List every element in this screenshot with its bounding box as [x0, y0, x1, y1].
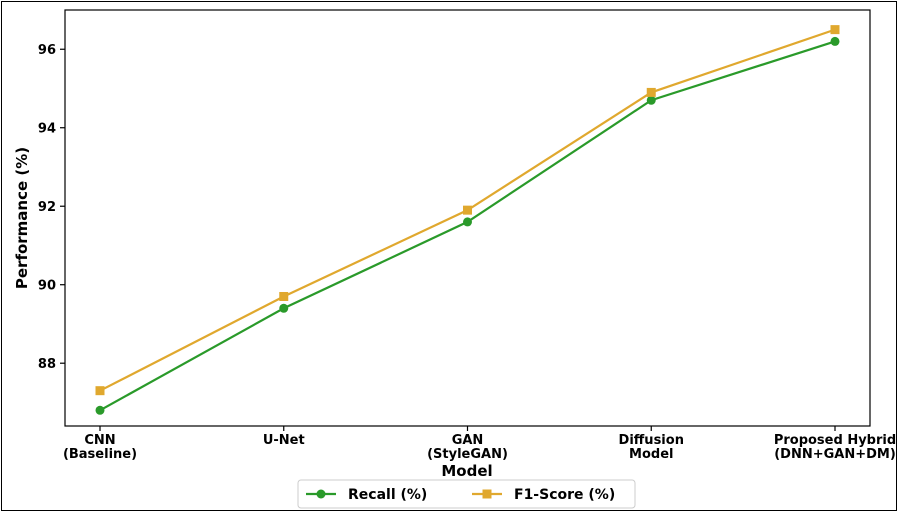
y-tick-label: 92: [38, 200, 56, 215]
y-axis-title: Performance (%): [13, 147, 31, 289]
y-tick-label: 88: [38, 357, 56, 372]
y-tick-label: 90: [38, 279, 56, 294]
x-tick-label: Model: [629, 447, 673, 462]
data-point: [830, 25, 840, 35]
legend-marker: [482, 489, 492, 499]
x-axis-title: Model: [441, 462, 492, 480]
x-tick-label: CNN: [84, 433, 115, 448]
data-point: [279, 291, 289, 301]
x-tick-label: Diffusion: [619, 433, 684, 448]
legend-marker: [316, 489, 326, 499]
x-tick-label: (Baseline): [63, 447, 137, 462]
data-point: [646, 95, 656, 105]
legend-label: Recall (%): [348, 487, 427, 503]
x-tick-label: (DNN+GAN+DM): [774, 447, 896, 462]
legend-label: F1-Score (%): [514, 487, 615, 503]
legend-box: [297, 479, 636, 509]
x-tick-label: GAN: [452, 433, 484, 448]
data-point: [279, 303, 289, 313]
x-axis: CNN(Baseline) U-Net GAN(StyleGAN) Diffusion…: [63, 426, 896, 462]
data-point: [463, 217, 472, 227]
data-point: [463, 205, 472, 215]
series-layer: [95, 25, 840, 415]
x-tick-label: Proposed Hybrid: [774, 433, 896, 448]
y-tick-label: 96: [38, 43, 56, 58]
y-axis: 88 90 92 94 96: [38, 43, 65, 372]
legend: Recall (%) F1-Score (%): [297, 479, 636, 509]
y-tick-label: 94: [38, 122, 56, 137]
x-tick-label: (StyleGAN): [427, 447, 508, 462]
data-point: [830, 36, 840, 46]
x-tick-label: U-Net: [263, 433, 305, 448]
data-point: [95, 405, 105, 415]
data-point: [646, 87, 656, 97]
data-point: [95, 386, 105, 396]
